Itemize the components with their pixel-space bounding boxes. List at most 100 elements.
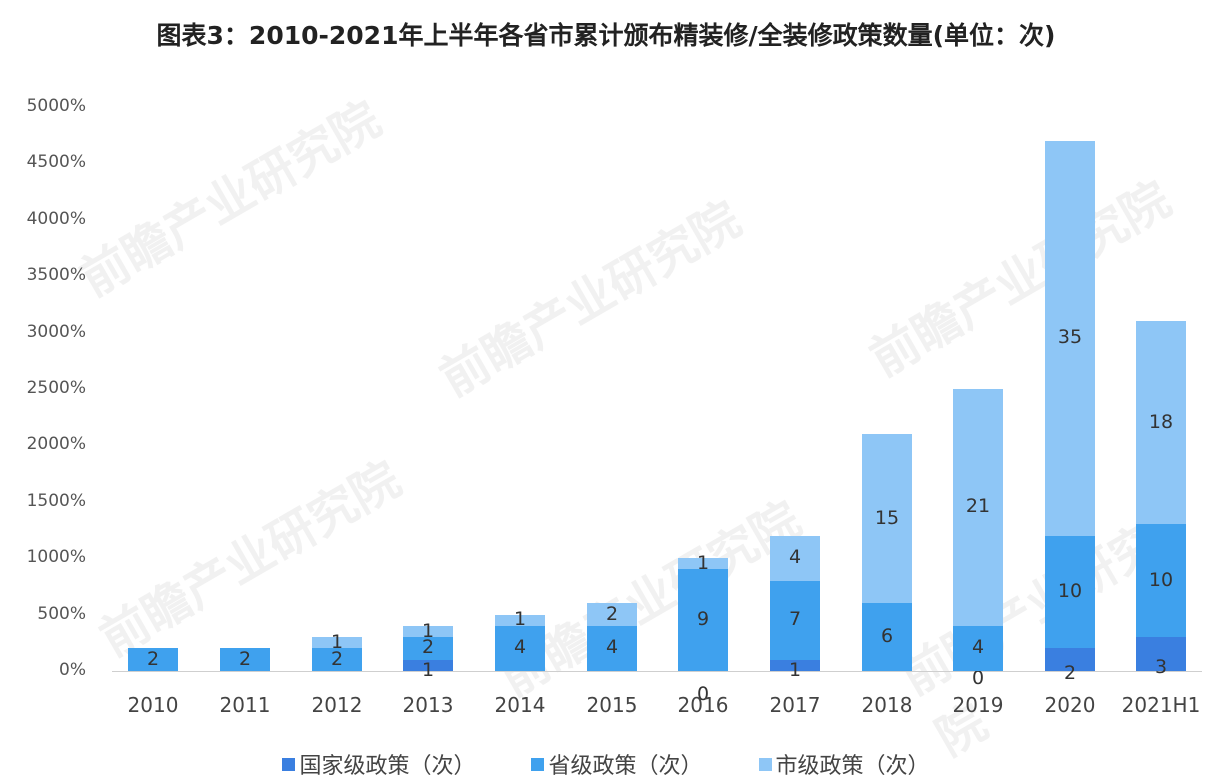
bar-segment-provincial bbox=[495, 625, 545, 671]
y-tick-label: 4000% bbox=[26, 208, 86, 229]
bar-segment-city bbox=[862, 434, 912, 604]
x-tick-label: 2019 bbox=[952, 693, 1004, 717]
bar-segment-city bbox=[678, 558, 728, 570]
data-label: 7 bbox=[788, 608, 802, 631]
x-tick-label: 2018 bbox=[861, 693, 913, 717]
x-tick-label: 2020 bbox=[1044, 693, 1096, 717]
bar-2010: 2 bbox=[128, 0, 178, 671]
bar-segment-national bbox=[1136, 637, 1186, 671]
legend-label: 国家级政策（次） bbox=[299, 754, 476, 779]
x-axis-line bbox=[112, 671, 1202, 672]
y-tick-label: 2500% bbox=[26, 378, 86, 398]
data-label: 4 bbox=[513, 636, 527, 659]
data-label: 10 bbox=[1057, 580, 1083, 603]
legend-swatch-icon bbox=[758, 757, 772, 771]
data-label: 2 bbox=[605, 602, 619, 625]
bar-segment-provincial bbox=[678, 569, 728, 671]
bar-segment-provincial bbox=[220, 648, 270, 671]
bar-2016: 0 9 1 bbox=[678, 0, 728, 705]
bar-segment-provincial bbox=[1045, 535, 1095, 649]
data-label: 0 bbox=[696, 683, 710, 705]
data-label: 2 bbox=[330, 647, 344, 670]
bar-2020: 2 10 35 bbox=[1045, 0, 1095, 684]
chart-title: 图表3：2010-2021年上半年各省市累计颁布精装修/全装修政策数量(单位：次… bbox=[156, 21, 1056, 50]
y-tick-label: 4500% bbox=[26, 152, 86, 173]
data-label: 0 bbox=[971, 667, 985, 689]
data-label: 10 bbox=[1148, 568, 1174, 591]
x-tick-label: 2011 bbox=[219, 693, 271, 717]
legend-label: 省级政策（次） bbox=[548, 754, 703, 779]
data-label: 15 bbox=[874, 506, 900, 529]
legend-item-city: 市级政策（次） bbox=[758, 748, 930, 780]
x-tick-label: 2016 bbox=[677, 693, 729, 717]
x-tick-label: 2013 bbox=[402, 693, 454, 717]
bar-2019: 0 4 21 bbox=[953, 0, 1003, 689]
y-tick-label: 1500% bbox=[26, 490, 86, 511]
legend: 国家级政策（次） 省级政策（次） 市级政策（次） bbox=[0, 748, 1212, 780]
bar-segment-provincial bbox=[862, 603, 912, 671]
data-label: 4 bbox=[605, 636, 619, 659]
legend-item-provincial: 省级政策（次） bbox=[531, 748, 703, 780]
y-tick-label: 5000% bbox=[26, 96, 86, 116]
bar-2021H1: 3 10 18 bbox=[1136, 0, 1186, 678]
x-tick-label: 2010 bbox=[127, 693, 179, 717]
data-label: 1 bbox=[788, 659, 802, 681]
bar-segment-provincial bbox=[770, 580, 820, 660]
data-label: 35 bbox=[1057, 326, 1083, 349]
x-tick-label: 2015 bbox=[586, 693, 638, 717]
data-label: 1 bbox=[696, 551, 710, 574]
bar-segment-city bbox=[403, 625, 453, 638]
bar-segment-city bbox=[1045, 140, 1095, 536]
data-label: 4 bbox=[971, 636, 985, 659]
x-tick-label: 2021H1 bbox=[1121, 693, 1201, 717]
bar-2011: 2 bbox=[220, 0, 270, 671]
data-label: 9 bbox=[696, 608, 710, 631]
data-label: 4 bbox=[788, 546, 802, 569]
bar-2018: 6 15 bbox=[862, 0, 912, 671]
y-tick-label: 500% bbox=[37, 603, 86, 624]
bar-segment-provincial bbox=[403, 637, 453, 660]
bar-segment-provincial bbox=[312, 648, 362, 671]
bar-segment-provincial bbox=[128, 648, 178, 671]
bar-segment-city bbox=[587, 603, 637, 626]
x-tick-label: 2012 bbox=[311, 693, 363, 717]
data-label: 2 bbox=[1063, 661, 1077, 684]
bar-segment-national bbox=[1045, 648, 1095, 671]
legend-swatch-icon bbox=[282, 757, 296, 771]
data-label: 2 bbox=[238, 647, 252, 670]
bar-2017: 1 7 4 bbox=[770, 0, 820, 681]
data-label: 2 bbox=[421, 636, 435, 659]
bar-segment-national bbox=[770, 659, 820, 671]
bar-segment-city bbox=[312, 637, 362, 649]
legend-swatch-icon bbox=[531, 757, 545, 771]
bar-segment-city bbox=[953, 389, 1003, 626]
data-label: 18 bbox=[1148, 410, 1174, 433]
bar-segment-city bbox=[1136, 321, 1186, 525]
data-label: 1 bbox=[330, 630, 344, 653]
bar-segment-national bbox=[403, 659, 453, 671]
data-label: 6 bbox=[880, 625, 894, 648]
y-tick-label: 1000% bbox=[26, 547, 86, 568]
data-label: 1 bbox=[421, 619, 435, 642]
data-label: 21 bbox=[965, 495, 991, 518]
legend-item-national: 国家级政策（次） bbox=[282, 748, 475, 780]
x-tick-label: 2014 bbox=[494, 693, 546, 717]
bar-segment-provincial bbox=[953, 625, 1003, 671]
y-tick-label: 3500% bbox=[26, 265, 86, 286]
bar-segment-city bbox=[770, 535, 820, 581]
data-label: 3 bbox=[1154, 656, 1168, 679]
data-label: 1 bbox=[513, 608, 527, 631]
y-tick-label: 0% bbox=[59, 660, 86, 680]
y-tick-label: 2000% bbox=[26, 434, 86, 455]
data-label: 1 bbox=[421, 659, 435, 681]
bar-segment-provincial bbox=[1136, 524, 1186, 638]
y-tick-label: 3000% bbox=[26, 321, 86, 342]
x-tick-label: 2017 bbox=[769, 693, 821, 717]
bar-segment-city bbox=[495, 614, 545, 626]
bar-segment-provincial bbox=[587, 625, 637, 671]
